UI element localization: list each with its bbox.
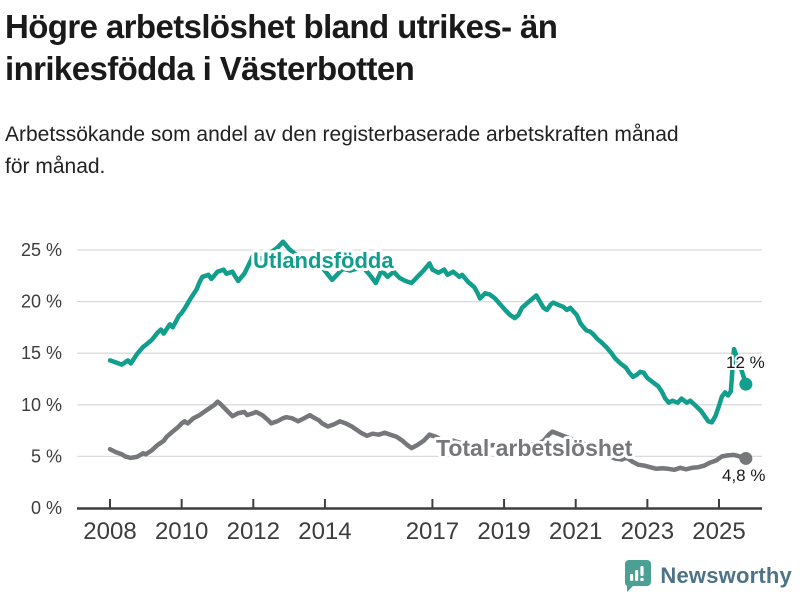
subtitle-line-2: för månad. [5, 154, 106, 178]
series-label-total-arbetsloshet: Total arbetslöshet [436, 435, 633, 461]
logo-exclamation-dot [640, 577, 645, 582]
branding-footer[interactable]: Newsworthy [622, 559, 792, 592]
y-tick-label-15: 15 % [21, 343, 62, 363]
x-tick-label-2008: 2008 [83, 518, 136, 545]
x-tick-label-2019: 2019 [477, 518, 530, 545]
series-line-utlandsfodda[interactable] [107, 239, 749, 425]
series-line-total-arbetsloshet[interactable] [107, 399, 749, 473]
logo-bar-1 [630, 574, 634, 581]
y-tick-label-20: 20 % [21, 292, 62, 312]
x-tick-label-2023: 2023 [621, 518, 674, 545]
chart-subtitle: Arbetssökande som andel av den registerb… [5, 119, 790, 182]
y-tick-label-0: 0 % [31, 498, 62, 518]
newsworthy-logo-icon [622, 559, 652, 592]
x-tick-label-2014: 2014 [298, 518, 351, 545]
x-tick-label-2017: 2017 [406, 518, 459, 545]
title-line-1: Högre arbetslöshet bland utrikes- än [5, 8, 558, 45]
series-label-utlandsfodda: Utlandsfödda [253, 248, 394, 273]
x-tick-label-2012: 2012 [227, 518, 280, 545]
title-line-2: inrikesfödda i Västerbotten [5, 49, 415, 87]
end-value-label-total: 4,8 % [722, 466, 765, 485]
newsworthy-logo-text: Newsworthy [660, 562, 792, 588]
y-tick-label-10: 10 % [21, 395, 62, 415]
x-tick-label-2021: 2021 [549, 518, 602, 545]
page-title: Högre arbetslöshet bland utrikes- än inr… [5, 6, 765, 90]
series-endpoint-dot-total[interactable] [739, 451, 753, 465]
y-tick-label-25: 25 % [21, 240, 62, 260]
series-endpoint-dot-utlandsfodda[interactable] [739, 377, 753, 391]
x-tick-label-2010: 2010 [155, 518, 208, 545]
x-axis-ticks [109, 499, 720, 509]
logo-bar-2 [635, 570, 639, 581]
subtitle-line-1: Arbetssökande som andel av den registerb… [5, 123, 679, 146]
end-value-label-utlandsfodda: 12 % [726, 353, 765, 372]
y-tick-label-5: 5 % [31, 446, 62, 466]
x-axis-labels: 2008 2010 2012 2014 2017 2019 2021 2023 2025 [83, 518, 745, 545]
x-tick-label-2025: 2025 [692, 518, 745, 545]
y-axis-labels: 0 % 5 % 10 % 15 % 20 % 25 % [21, 240, 62, 518]
logo-exclamation-bar [640, 566, 645, 576]
